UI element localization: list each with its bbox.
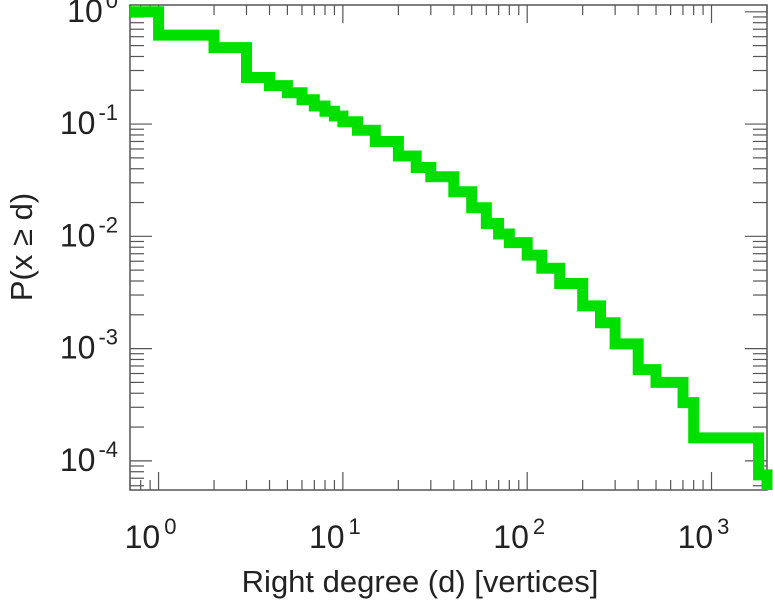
x-axis-label: Right degree (d) [vertices] [242, 564, 599, 599]
y-tick-label: 10 -1 [60, 100, 118, 141]
series [130, 6, 773, 490]
x-tick-label: 10 1 [309, 514, 361, 555]
y-tick-label: 10 0 [67, 0, 118, 29]
y-tick-label: 10 -2 [60, 212, 118, 253]
y-tick-label: 10 -3 [60, 325, 118, 366]
data-series-line [130, 6, 773, 490]
ticks [129, 5, 768, 490]
x-tick-labels: 10 0 10 1 10 2 10 3 [125, 514, 730, 555]
plot-frame [129, 4, 768, 491]
y-tick-label: 10 -4 [60, 437, 118, 478]
x-tick-label: 10 0 [125, 514, 177, 555]
x-tick-label: 10 3 [678, 514, 730, 555]
y-axis-label: P(x ≥ d) [4, 193, 39, 301]
x-tick-label: 10 2 [493, 514, 545, 555]
